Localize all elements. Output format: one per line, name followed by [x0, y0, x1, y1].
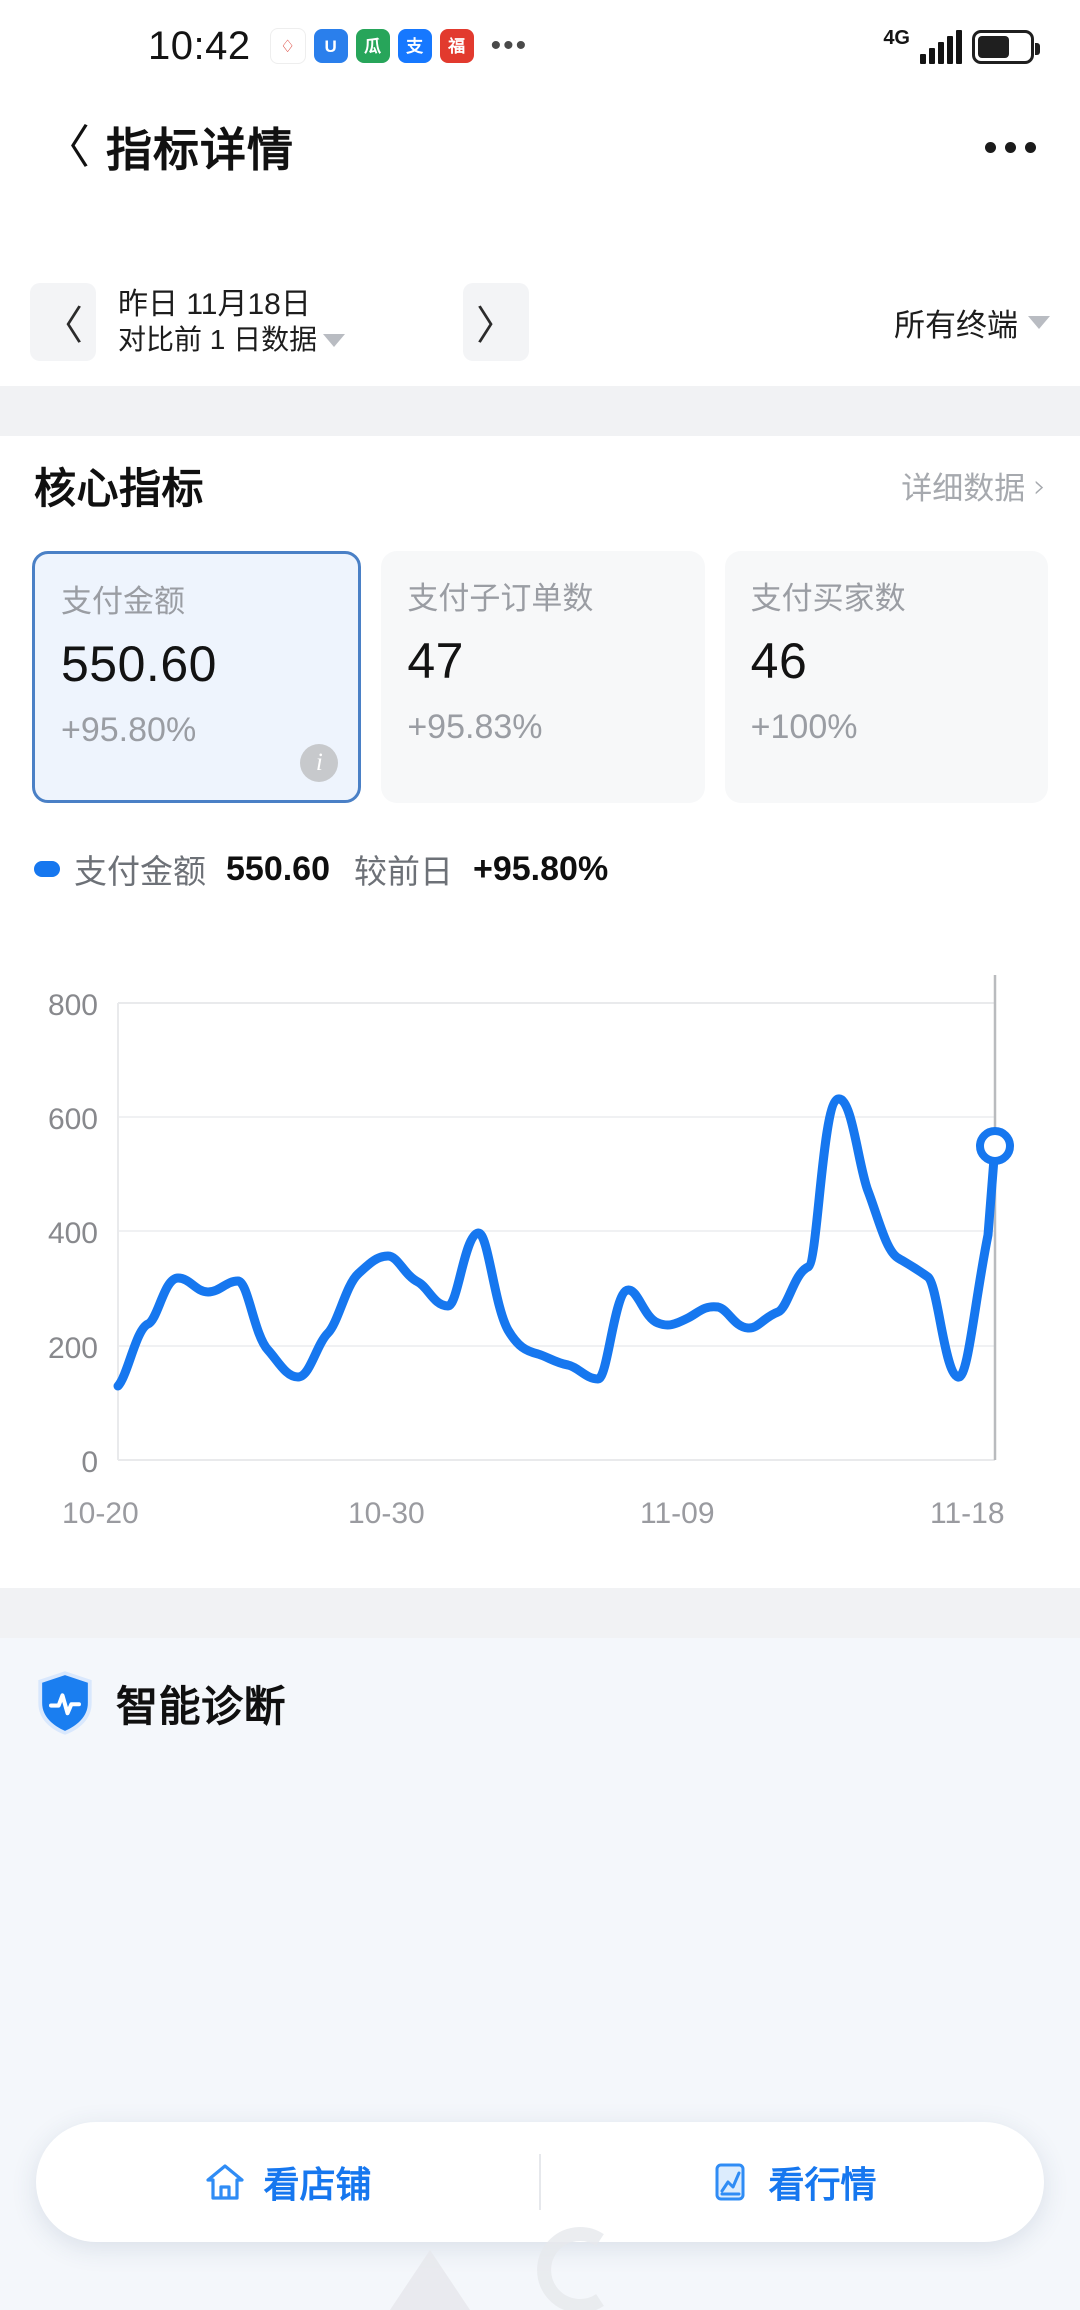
trend-chart[interactable]: 800 600 400 200 0 10-20 10-30 11-09 11-1… — [0, 905, 1080, 1927]
date-compare-dropdown[interactable]: 对比前 1 日数据 — [118, 323, 346, 357]
metric-card-payment-amount[interactable]: 支付金额 550.60 +95.80% i — [32, 551, 362, 803]
x-tick-1: 10-20 — [62, 1497, 139, 1530]
metric-card-label: 支付子订单数 — [407, 581, 594, 616]
core-indicators-title: 核心指标 — [34, 465, 205, 512]
chevron-down-icon — [1028, 315, 1050, 329]
x-tick-3: 11-09 — [640, 1497, 715, 1530]
smart-diagnose-header: 智能诊断 — [34, 1670, 286, 1736]
view-market-button[interactable]: 看行情 — [541, 2156, 1044, 2208]
metric-card-delta: +95.83% — [407, 708, 543, 746]
status-app-icons: ♢ U 瓜 支 福 — [269, 28, 474, 64]
date-main-label: 昨日 11月18日 — [118, 287, 311, 321]
home-shop-icon — [206, 2164, 245, 2200]
y-tick-600: 600 — [48, 1103, 98, 1136]
nav-bar: 〈 指标详情 — [0, 92, 1080, 202]
prev-day-button[interactable]: 〈 — [30, 283, 96, 361]
chart-end-point-marker — [976, 1127, 1014, 1165]
date-compare-label: 对比前 1 日数据 — [118, 324, 318, 356]
legend-series-name: 支付金额 — [74, 853, 206, 890]
status-bar-left: 10:42 ♢ U 瓜 支 福 ••• — [148, 24, 528, 69]
bottom-bar-divider — [539, 2154, 541, 2210]
detail-data-link[interactable]: 详细数据 › — [901, 463, 1046, 508]
terminal-filter-dropdown[interactable]: 所有终端 — [894, 300, 1050, 345]
metric-cards: 支付金额 550.60 +95.80% i 支付子订单数 47 +95.83% … — [32, 551, 1048, 803]
metric-card-value: 550.60 — [61, 636, 217, 692]
x-tick-4: 11-18 — [930, 1497, 1005, 1530]
chart-series-line — [113, 1094, 1000, 1391]
battery-icon — [972, 30, 1040, 64]
terminal-filter-label: 所有终端 — [894, 307, 1018, 343]
status-time: 10:42 — [148, 23, 251, 68]
status-overflow-icon: ••• — [490, 29, 529, 62]
shield-pulse-icon — [38, 1671, 92, 1735]
metric-card-delta: +100% — [750, 708, 858, 746]
info-icon[interactable]: i — [300, 744, 339, 782]
network-type-label: 4G — [883, 27, 910, 49]
y-tick-0: 0 — [81, 1446, 98, 1479]
metric-card-buyers[interactable]: 支付买家数 46 +100% — [724, 551, 1048, 803]
status-bar-right: 4G — [883, 27, 1040, 64]
back-button[interactable]: 〈 — [44, 120, 90, 174]
next-day-button[interactable]: 〉 — [463, 283, 530, 361]
legend-compare-value: +95.80% — [473, 849, 609, 888]
smart-diagnose-title: 智能诊断 — [116, 1682, 287, 1730]
guazi-icon: 瓜 — [355, 29, 390, 63]
festival-icon: 福 — [439, 29, 474, 63]
metric-card-sub-orders[interactable]: 支付子订单数 47 +95.83% — [381, 551, 705, 803]
legend-compare-label: 较前日 — [354, 853, 453, 890]
more-dots-icon[interactable] — [985, 141, 1036, 153]
section-divider-top — [0, 386, 1080, 436]
alipay-icon: 支 — [397, 29, 432, 63]
status-bar: 10:42 ♢ U 瓜 支 福 ••• 4G — [0, 0, 1080, 92]
chart-x-tick-labels: 10-20 10-30 11-09 11-18 — [62, 1497, 1005, 1530]
metric-card-label: 支付金额 — [61, 584, 185, 619]
chevron-right-icon: › — [1033, 466, 1046, 505]
core-indicators-header: 核心指标 详细数据 › — [0, 455, 1080, 516]
y-tick-200: 200 — [48, 1332, 98, 1365]
metric-card-label: 支付买家数 — [750, 581, 906, 616]
legend-series-value: 550.60 — [226, 849, 330, 888]
chart-gridlines — [117, 1002, 996, 1461]
view-shop-label: 看店铺 — [263, 2164, 372, 2205]
date-block[interactable]: 昨日 11月18日 对比前 1 日数据 — [118, 287, 346, 358]
chart-y-tick-labels: 800 600 400 200 0 — [48, 989, 98, 1479]
section-divider-bottom — [0, 1588, 1080, 1638]
huawei-icon: ♢ — [269, 28, 306, 64]
signal-bars-icon — [920, 30, 962, 64]
page-title: 指标详情 — [106, 124, 294, 176]
metric-card-value: 46 — [750, 633, 808, 689]
chevron-down-icon — [323, 333, 346, 347]
bottom-action-bar: 看店铺 看行情 — [36, 2122, 1044, 2242]
x-tick-2: 10-30 — [348, 1497, 425, 1530]
detail-data-label: 详细数据 — [901, 471, 1026, 506]
y-tick-800: 800 — [48, 989, 98, 1022]
date-selector-row: 〈 昨日 11月18日 对比前 1 日数据 〉 所有终端 — [0, 258, 1080, 386]
y-tick-400: 400 — [48, 1217, 98, 1250]
market-chart-icon — [715, 2163, 745, 2201]
chart-legend: 支付金额 550.60 较前日 +95.80% — [34, 845, 608, 893]
trend-chart-svg: 800 600 400 200 0 10-20 10-30 11-09 11-1… — [48, 975, 1014, 1530]
metric-card-delta: +95.80% — [61, 711, 197, 749]
legend-color-dot — [34, 861, 60, 877]
uc-icon: U — [313, 29, 348, 63]
view-market-label: 看行情 — [768, 2164, 877, 2205]
metric-card-value: 47 — [407, 633, 464, 689]
view-shop-button[interactable]: 看店铺 — [36, 2156, 539, 2208]
system-gesture-hints — [390, 2227, 604, 2310]
